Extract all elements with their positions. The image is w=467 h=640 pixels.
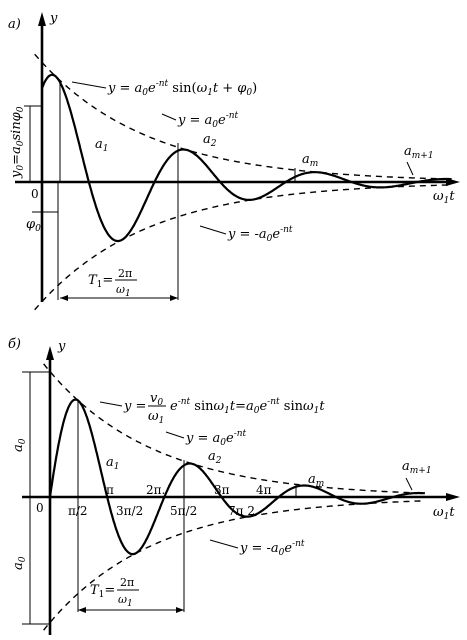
panel-b-a0-lower: a0 — [11, 556, 28, 570]
panel-b-tick-7pi-2: 7π 2 — [228, 504, 255, 518]
panel-a-period-arrow-right — [170, 295, 178, 301]
panel-b-a2: a2 — [208, 449, 222, 466]
panel-b-eq-w1: ω1 — [148, 409, 164, 426]
panel-a-origin: 0 — [31, 187, 39, 201]
panel-b-tick-2pi: 2π. — [146, 483, 165, 497]
panel-a-eq-upper: y = a0e-nt — [177, 111, 239, 130]
panel-a-y-label: y — [49, 11, 58, 26]
panel-b-eq-main: y = — [123, 399, 146, 414]
panel-b-period-num: 2π — [120, 576, 134, 589]
panel-b-a0-upper: a0 — [11, 438, 28, 452]
panel-b-x-label: ω1t — [433, 505, 455, 522]
panel-a-eq-upper-pointer — [161, 113, 177, 121]
panel-b-x-arrow — [446, 493, 460, 501]
panel-a-am1: am+1 — [404, 144, 434, 161]
panel-a-lower-envelope — [34, 184, 452, 311]
panel-a-period-label: T1= — [88, 273, 113, 290]
panel-a-y0-label: y0=a0sinφ0 — [9, 106, 26, 179]
panel-a-upper-envelope — [34, 53, 452, 180]
panel-a-label: а) — [8, 17, 21, 32]
panel-b-tick-4pi: 4π — [256, 483, 272, 497]
panel-a-am: am — [302, 152, 318, 169]
panel-b-eq-lower: y = -a0e-nt — [239, 539, 305, 558]
panel-b-upper-envelope — [43, 363, 425, 494]
panel-b-am: am — [308, 472, 324, 489]
panel-b-am1: am+1 — [402, 459, 432, 476]
panel-b-oscillation-curve — [48, 398, 426, 556]
panel-a-phi0: φ0 — [26, 217, 41, 234]
panel-b-period-arrow-right — [176, 607, 184, 613]
panel-b-eq-rest: e-nt sinω1t=a0e-nt sinω1t — [170, 397, 325, 416]
panel-b-tick-3pi-2: 3π/2 — [116, 504, 143, 518]
panel-b: б) y ω1t 0 a0 a0 a1 a2 am am+1 π/2 π 3π/… — [8, 337, 460, 635]
panel-b-a1: a1 — [106, 455, 120, 472]
panel-b-y-label: y — [57, 339, 66, 354]
panel-a-x-label: ω1t — [433, 189, 455, 206]
panel-a-period-den: ω1 — [116, 283, 131, 299]
panel-b-y-arrow — [46, 346, 54, 360]
panel-a: а) y ω1t 0 y0=a0sinφ0 φ0 a1 a2 am am+1 — [8, 11, 460, 311]
panel-a-a1: a1 — [95, 137, 109, 154]
panel-a-eq-lower-pointer — [199, 225, 227, 235]
panel-a-eq-main-pointer — [71, 81, 107, 89]
panel-b-period-label: T1= — [90, 583, 115, 600]
panel-a-oscillation-curve — [40, 73, 452, 243]
panel-b-eq-v0: v0 — [150, 391, 163, 408]
panel-b-lower-envelope — [43, 500, 425, 631]
panel-b-tick-pi: π — [106, 483, 114, 497]
panel-b-eq-lower-pointer — [209, 539, 239, 549]
panel-b-eq-main-pointer — [99, 401, 123, 407]
panel-b-period-arrow-left — [78, 607, 86, 613]
panel-a-am1-pointer — [406, 161, 414, 176]
panel-a-y-arrow — [38, 12, 46, 26]
panel-b-period-den: ω1 — [118, 593, 133, 609]
panel-a-eq-main: y = a0e-nt sin(ω1t + φ0) — [107, 79, 257, 98]
panel-a-period-arrow-left — [60, 295, 68, 301]
panel-b-label: б) — [8, 337, 21, 352]
panel-b-tick-pi-2: π/2 — [68, 504, 88, 518]
panel-a-a2: a2 — [203, 132, 217, 149]
panel-a-eq-lower: y = -a0e-nt — [227, 225, 293, 244]
panel-b-eq-upper: y = a0e-nt — [185, 429, 247, 448]
panel-b-origin: 0 — [36, 501, 44, 515]
panel-b-tick-3pi: 3π — [214, 483, 230, 497]
panel-a-period-num: 2π — [118, 267, 132, 280]
panel-b-eq-upper-pointer — [165, 431, 185, 439]
panel-b-am1-pointer — [405, 477, 413, 491]
panel-b-tick-5pi-2: 5π/2 — [170, 504, 197, 518]
